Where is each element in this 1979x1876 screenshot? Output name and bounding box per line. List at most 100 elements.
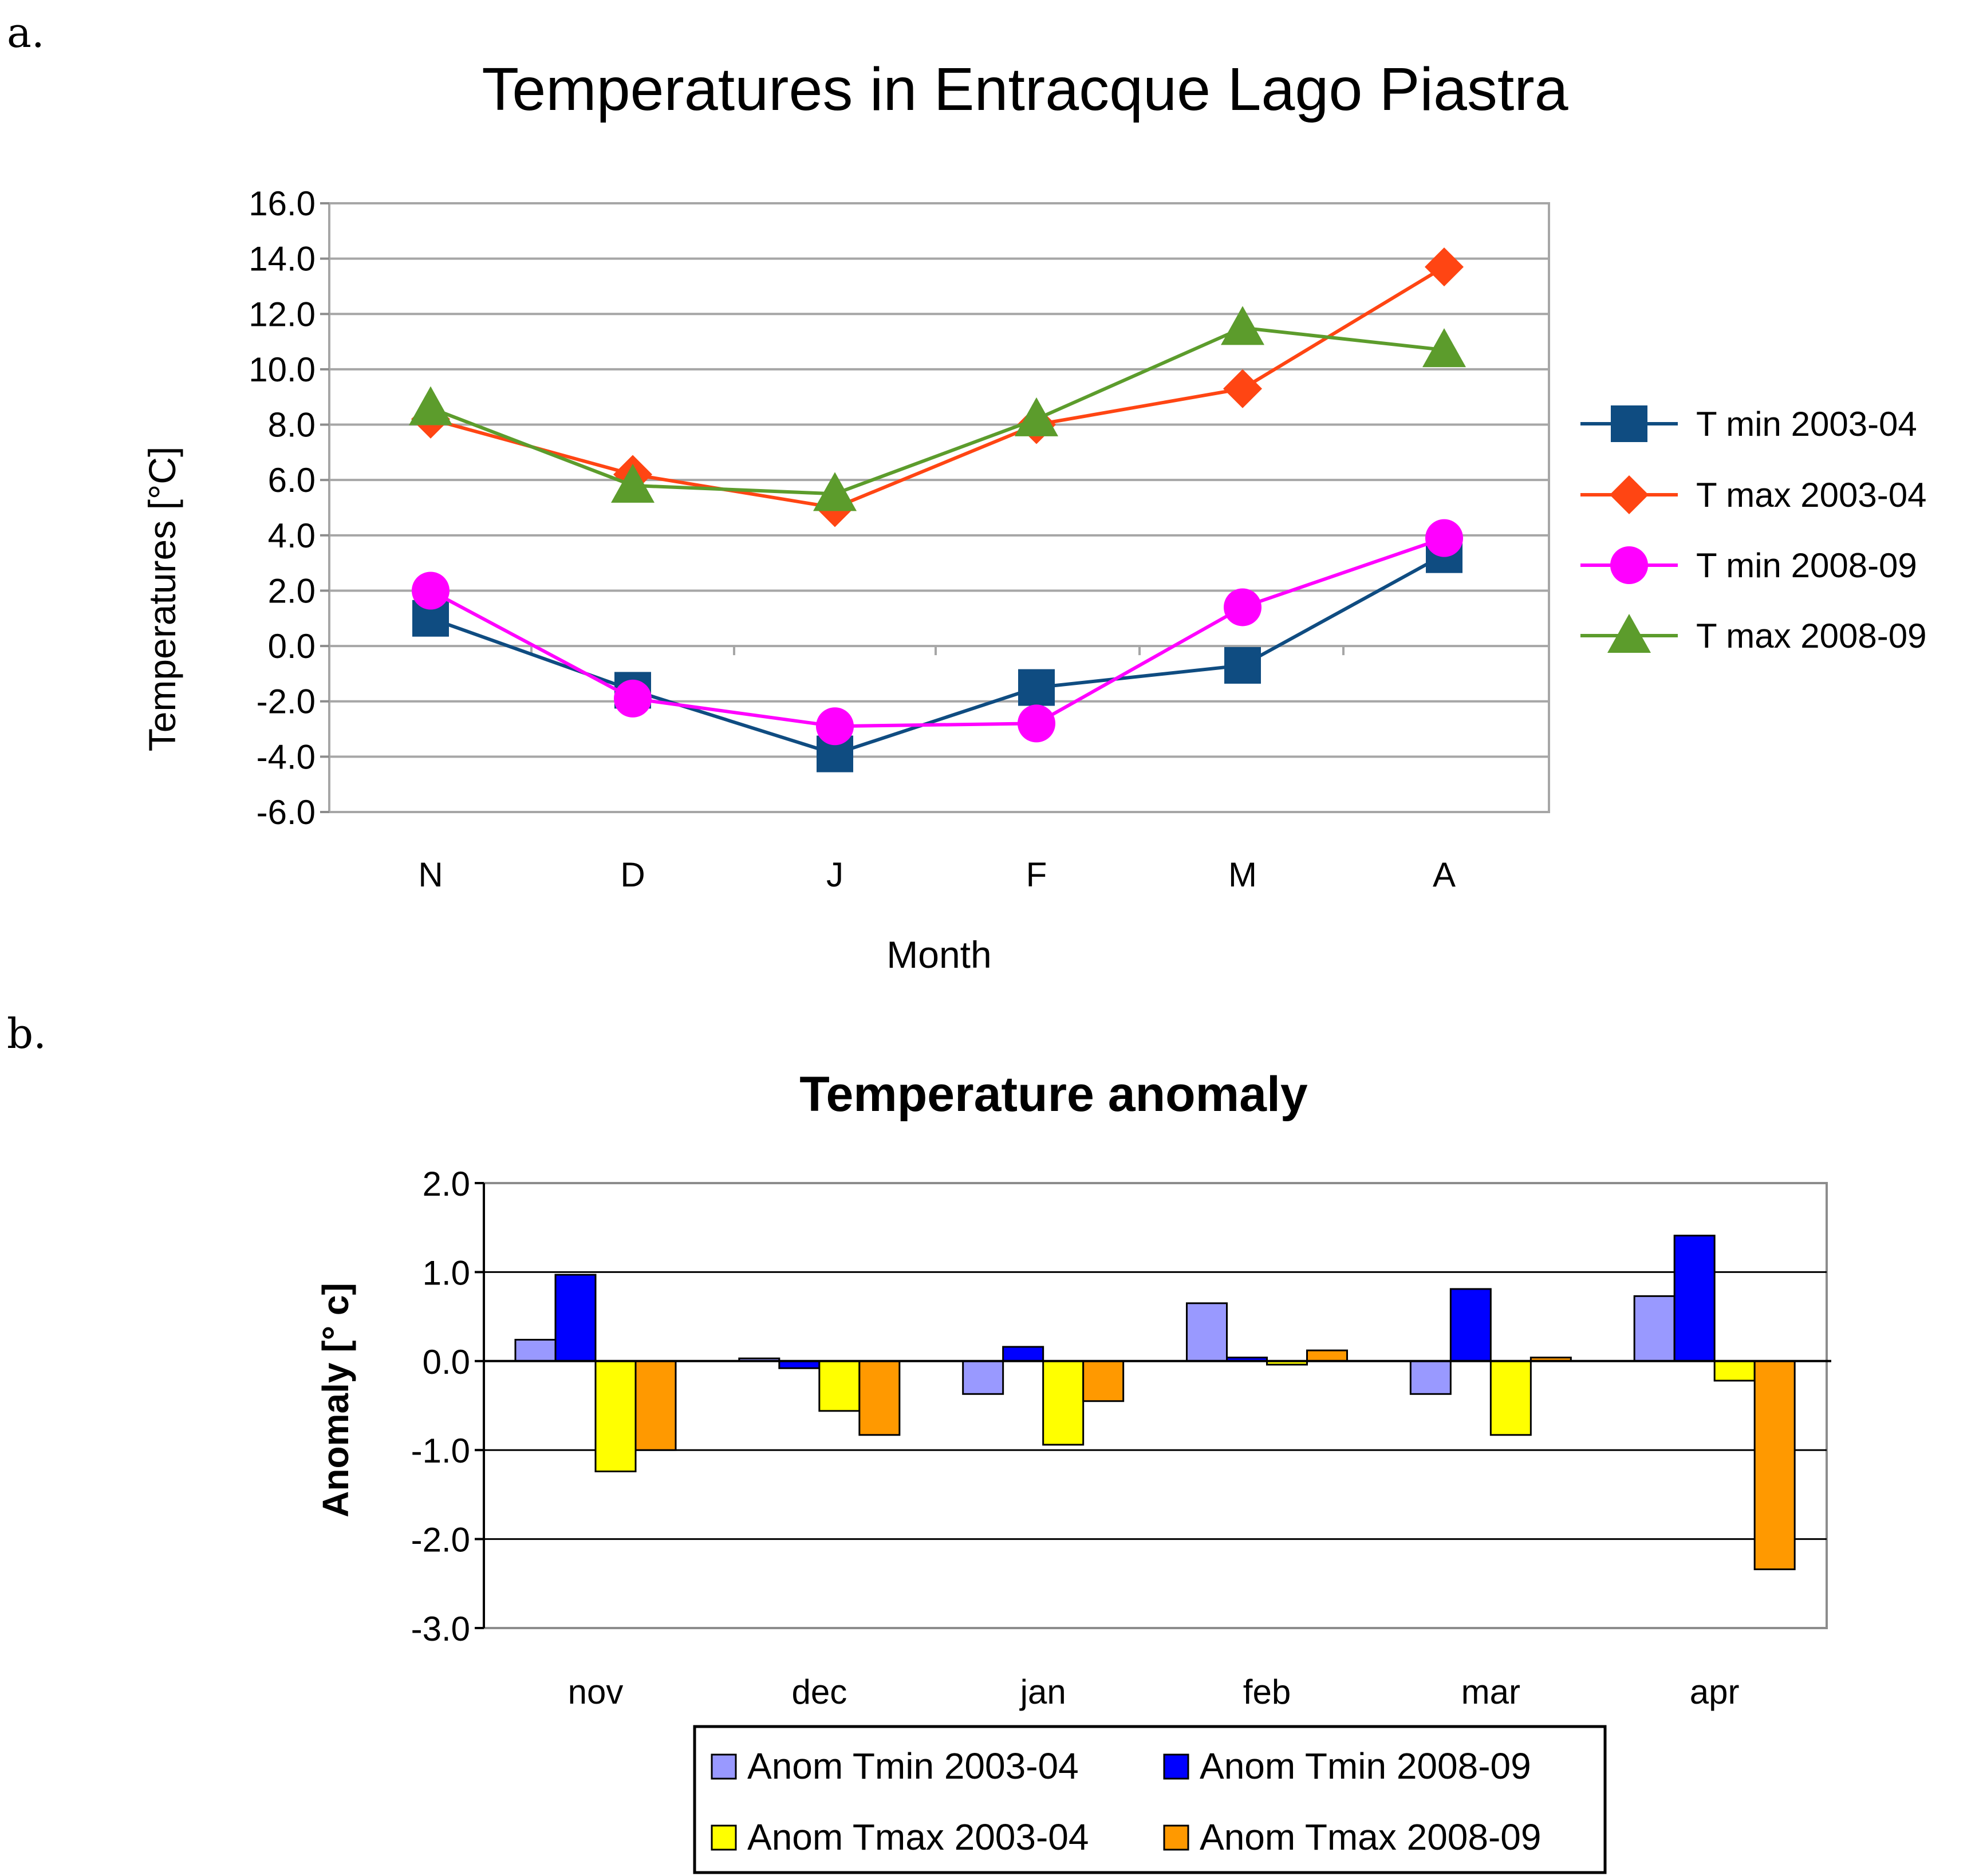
chart-b-xtick-label: mar (1461, 1673, 1520, 1711)
chart-a-series-line (429, 536, 1445, 728)
chart-a-ytick-label: 12.0 (249, 295, 316, 333)
chart-b-plot-area (483, 1182, 1828, 1629)
chart-a-xtick-label: M (1228, 856, 1257, 894)
chart-a-point (1224, 647, 1261, 684)
chart-b-legend-box (693, 1725, 1607, 1874)
chart-b-bar (1633, 1295, 1676, 1362)
chart-b-xtick-label: nov (568, 1673, 624, 1711)
chart-b-bar (1753, 1360, 1796, 1570)
chart-a-point (1018, 704, 1055, 743)
chart-b-bar (1186, 1302, 1228, 1362)
chart-a-legend-item: T max 2003-04 (1580, 475, 1926, 514)
chart-a-ytick-label: -2.0 (257, 683, 316, 721)
chart-b-legend-label: Anom Tmax 2003-04 (747, 1816, 1089, 1858)
chart-b-legend: Anom Tmin 2003-04 Anom Tmin 2008-09 Anom T… (693, 1725, 1607, 1874)
chart-a-point (1221, 306, 1264, 345)
chart-b-legend-swatch (711, 1753, 737, 1780)
chart-a-ytick-label: 2.0 (268, 572, 316, 610)
chart-a-legend-marker (1610, 546, 1648, 584)
chart-b-legend-item: Anom Tmin 2008-09 (1163, 1745, 1531, 1787)
chart-b-bar (514, 1339, 557, 1362)
chart-a-ytick-label: 14.0 (249, 240, 316, 278)
chart-a-legend-label: T min 2008-09 (1696, 546, 1917, 585)
chart-a-series-line (430, 265, 1445, 510)
chart-b-bar (1489, 1360, 1532, 1436)
chart-a-series-4 (409, 306, 1466, 511)
chart-a-xtick-label: D (620, 856, 645, 894)
chart-a-legend-label: T max 2003-04 (1696, 476, 1926, 514)
chart-b-bar (1042, 1360, 1085, 1446)
chart-a-series-line (429, 326, 1445, 496)
chart-b-bar (818, 1360, 861, 1412)
chart-b-bar: Temperature anomaly Anomaly [° c] -3.0 -2… (315, 1067, 1831, 1874)
chart-b-xtick-label: apr (1690, 1673, 1740, 1711)
chart-a-point (1223, 369, 1262, 408)
chart-b-bar (1409, 1360, 1452, 1395)
chart-a-legend-label: T max 2008-09 (1696, 617, 1926, 655)
chart-a-legend: T min 2003-04 T max 2003-04 T min 2008-09 T… (1580, 405, 1926, 655)
chart-b-bar (1002, 1346, 1044, 1362)
chart-b-bar (594, 1360, 637, 1472)
chart-a-ytick-label: 6.0 (268, 461, 316, 499)
chart-b-legend-swatch (711, 1824, 737, 1851)
chart-a-point (1422, 328, 1466, 368)
chart-b-ytick-label: -2.0 (411, 1521, 470, 1559)
chart-a-point (1015, 397, 1058, 436)
chart-a-line: Temperatures in Entracque Lago Piastra T… (141, 56, 1926, 976)
chart-a-point (1018, 669, 1055, 706)
chart-b-xtick-label: dec (791, 1673, 847, 1711)
chart-a-ytick-label: -6.0 (257, 793, 316, 831)
chart-b-title: Temperature anomaly (799, 1067, 1308, 1122)
chart-a-legend-marker (1611, 405, 1647, 442)
chart-a-ytick-label: -4.0 (257, 738, 316, 776)
chart-a-ytick-label: 8.0 (268, 406, 316, 444)
chart-b-legend-label: Anom Tmin 2008-09 (1200, 1745, 1531, 1787)
chart-a-point (1224, 588, 1261, 626)
chart-a-ytick-label: 10.0 (249, 350, 316, 389)
chart-b-ytick-label: 2.0 (423, 1165, 470, 1203)
chart-b-bar (858, 1360, 901, 1436)
chart-b-legend-item: Anom Tmax 2008-09 (1163, 1816, 1541, 1858)
chart-a-point (412, 572, 450, 610)
chart-b-legend-label: Anom Tmin 2003-04 (747, 1745, 1079, 1787)
chart-b-bar (962, 1360, 1004, 1395)
chart-a-point (1425, 519, 1463, 557)
chart-a-point (409, 386, 452, 425)
chart-a-xlabel: Month (886, 933, 991, 976)
chart-a-legend-label: T min 2003-04 (1696, 405, 1917, 443)
chart-a-legend-marker (1610, 475, 1649, 514)
chart-a-ytick-label: 0.0 (268, 627, 316, 665)
chart-a-ytick-label: 4.0 (268, 517, 316, 555)
chart-a-ytick-label: 16.0 (249, 184, 316, 223)
chart-b-bar (1713, 1360, 1756, 1382)
chart-b-legend-item: Anom Tmin 2003-04 (711, 1745, 1079, 1787)
chart-b-bar (1082, 1360, 1125, 1402)
chart-b-bar (634, 1360, 677, 1451)
chart-a-legend-item: T min 2003-04 (1580, 405, 1917, 443)
chart-a-legend-item: T min 2008-09 (1580, 546, 1917, 585)
chart-b-bar (1306, 1349, 1348, 1362)
chart-a-xtick-label: A (1433, 856, 1456, 894)
chart-b-ytick-label: 1.0 (423, 1254, 470, 1292)
chart-b-ylabel: Anomaly [° c] (315, 1283, 356, 1518)
chart-a-title: Temperatures in Entracque Lago Piastra (482, 56, 1568, 123)
chart-b-ytick-label: -1.0 (411, 1432, 470, 1470)
chart-b-ytick-label: 0.0 (423, 1343, 470, 1381)
chart-a-xtick-label: N (418, 856, 443, 894)
chart-b-bar (554, 1274, 597, 1362)
chart-a-point (1425, 247, 1464, 287)
chart-b-legend-item: Anom Tmax 2003-04 (711, 1816, 1089, 1858)
chart-b-legend-swatch (1163, 1824, 1189, 1851)
chart-b-legend-label: Anom Tmax 2008-09 (1200, 1816, 1541, 1858)
chart-a-ylabel: Temperatures [°C] (141, 447, 183, 752)
chart-a-legend-marker (1607, 614, 1651, 653)
chart-a-point (614, 679, 652, 718)
panel-label-a: a. (7, 9, 45, 57)
chart-a-point (816, 707, 854, 746)
chart-a-plot-area (328, 202, 1550, 813)
chart-a-point (813, 472, 857, 511)
chart-b-xtick-label: jan (1019, 1673, 1066, 1711)
chart-a-series-line (429, 553, 1445, 756)
chart-a-xtick-label: J (826, 856, 843, 894)
chart-b-xtick-label: feb (1243, 1673, 1291, 1711)
